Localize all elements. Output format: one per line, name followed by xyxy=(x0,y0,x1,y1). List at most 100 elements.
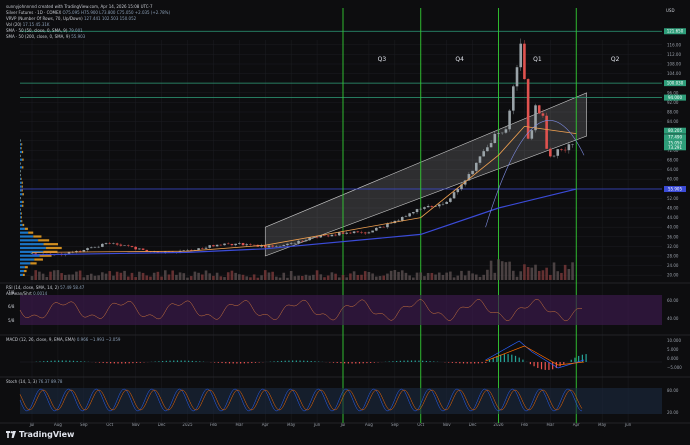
y-tick-label: 44.00 xyxy=(667,215,679,220)
candle-body xyxy=(68,252,71,253)
candle-body xyxy=(231,244,234,245)
macd-histogram-bar xyxy=(452,362,453,363)
volume-profile-bar-up xyxy=(20,239,38,241)
macd-histogram-bar xyxy=(296,361,297,362)
volume-profile-bar-up xyxy=(20,262,30,264)
macd-histogram-bar xyxy=(240,362,241,363)
macd-histogram-bar xyxy=(504,354,505,362)
candle-body xyxy=(223,244,226,246)
candle-body xyxy=(305,240,308,241)
rsi-band xyxy=(20,295,662,325)
volume-bar xyxy=(405,273,408,280)
candle-body xyxy=(116,243,119,244)
candle-body xyxy=(331,235,334,237)
volume-bar xyxy=(79,271,82,280)
macd-histogram-bar xyxy=(478,362,479,363)
volume-bar xyxy=(271,272,274,280)
volume-bar xyxy=(83,277,86,280)
macd-histogram-bar xyxy=(314,361,315,362)
volume-profile-bar-up xyxy=(20,166,22,168)
macd-histogram-bar xyxy=(507,354,508,362)
macd-histogram-bar xyxy=(545,362,546,370)
macd-histogram-bar xyxy=(455,362,456,363)
volume-profile-bar-down xyxy=(24,270,26,272)
volume-bar xyxy=(105,274,108,280)
volume-bar xyxy=(142,273,145,280)
volume-bar xyxy=(434,275,437,280)
volume-bar xyxy=(571,262,574,280)
volume-profile-bar-down xyxy=(22,159,23,161)
volume-profile-bar-down xyxy=(44,243,58,245)
volume-bar xyxy=(427,273,430,280)
volume-bar xyxy=(542,270,545,280)
volume-bar xyxy=(468,271,471,280)
candle-body xyxy=(427,206,430,207)
volume-bar xyxy=(157,272,160,280)
volume-bar xyxy=(349,273,352,280)
macd-histogram-bar xyxy=(236,362,237,364)
volume-profile-bar-down xyxy=(21,143,22,145)
macd-legend: MACD (12, 26, close, 9, EMA, EMA) 0.966 … xyxy=(6,337,120,342)
volume-bar xyxy=(423,276,426,280)
volume-bar xyxy=(505,262,508,280)
volume-bar xyxy=(464,275,467,280)
macd-histogram-bar xyxy=(121,362,122,363)
macd-histogram-bar xyxy=(333,362,334,363)
macd-histogram-bar xyxy=(285,361,286,362)
y-tick-label: 20.00 xyxy=(667,273,679,278)
candle-body xyxy=(279,246,282,247)
candle-body xyxy=(353,231,356,233)
price-label-text: 55.905 xyxy=(668,187,682,192)
candle-body xyxy=(345,233,348,234)
macd-histogram-bar xyxy=(114,362,115,363)
macd-histogram-bar xyxy=(500,355,501,362)
volume-bar xyxy=(357,275,360,280)
volume-bar xyxy=(453,277,456,280)
price-label-text: 77.490 xyxy=(668,135,682,140)
y-tick-label: 92.00 xyxy=(667,100,679,105)
candle-body xyxy=(142,249,145,250)
volume-profile-bar-up xyxy=(20,270,24,272)
macd-histogram-bar xyxy=(355,362,356,363)
volume-bar xyxy=(538,271,541,280)
candle-body xyxy=(120,245,123,246)
macd-histogram-bar xyxy=(54,361,55,362)
volume-profile-bar-up xyxy=(20,209,21,211)
volume-bar xyxy=(319,274,322,280)
volume-bar xyxy=(482,275,485,280)
volume-bar xyxy=(394,270,397,280)
rsi-legend: RSI (14, close, SMA, 14, 2) 57.49 58.47 xyxy=(6,285,84,290)
volume-profile-bar-up xyxy=(20,201,22,203)
candle-body xyxy=(134,247,137,250)
candle-body xyxy=(108,243,111,244)
volume-profile-bar-up xyxy=(20,235,33,237)
price-label-text: 100.030 xyxy=(667,81,684,86)
candle-body xyxy=(516,67,519,86)
y-tick-label: 48.00 xyxy=(667,206,679,211)
macd-histogram-bar xyxy=(51,361,52,362)
candle-body xyxy=(183,250,186,251)
macd-histogram-bar xyxy=(299,361,300,362)
candle-body xyxy=(505,129,508,132)
volume-profile-bar-up xyxy=(20,147,21,149)
macd-histogram-bar xyxy=(396,361,397,362)
y-tick-label: 68.00 xyxy=(667,158,679,163)
candle-body xyxy=(308,238,311,241)
volume-bar xyxy=(460,271,463,280)
candle-body xyxy=(412,212,415,213)
volume-bar xyxy=(286,278,289,280)
currency-label: USD xyxy=(666,8,675,13)
candle-body xyxy=(553,156,556,157)
macd-histogram-bar xyxy=(181,361,182,362)
volume-bar xyxy=(183,273,186,280)
volume-bar xyxy=(486,270,489,280)
volume-bar xyxy=(227,272,230,280)
volume-profile-bar-up xyxy=(20,193,22,195)
macd-histogram-bar xyxy=(429,361,430,362)
candle-body xyxy=(123,245,126,246)
volume-bar xyxy=(438,273,441,280)
macd-histogram-bar xyxy=(129,362,130,363)
volume-bar xyxy=(223,277,226,280)
macd-histogram-bar xyxy=(117,362,118,363)
